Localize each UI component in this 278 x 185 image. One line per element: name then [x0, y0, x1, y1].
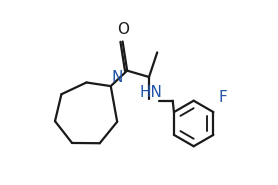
- Text: O: O: [118, 22, 130, 37]
- Text: N: N: [112, 70, 123, 85]
- Text: F: F: [218, 90, 227, 105]
- Text: HN: HN: [139, 85, 162, 100]
